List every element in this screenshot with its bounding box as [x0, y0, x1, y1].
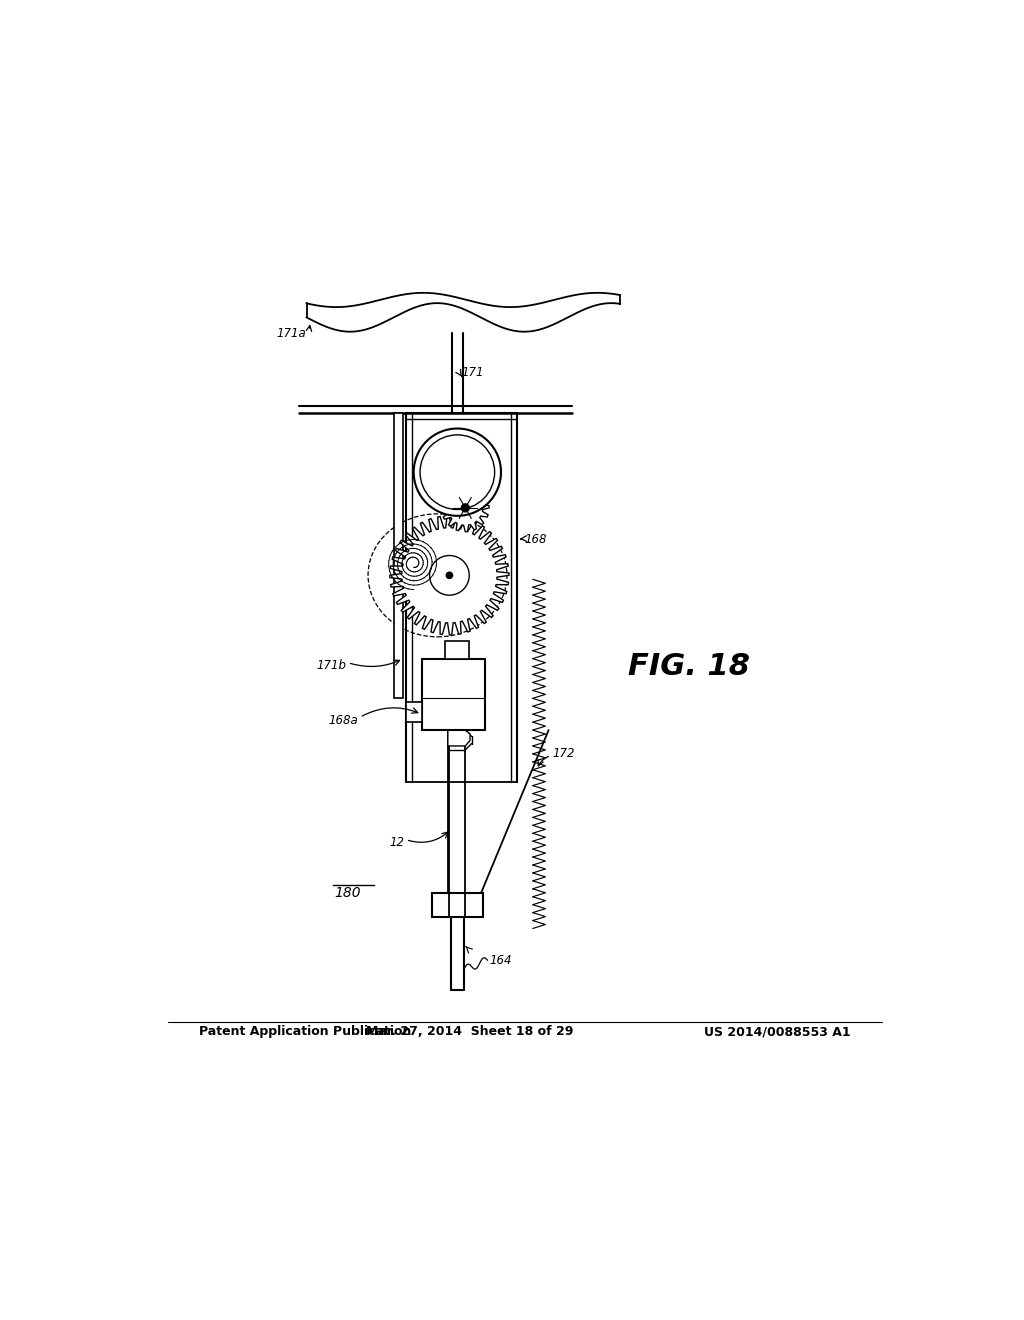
FancyBboxPatch shape: [422, 659, 485, 730]
Text: Patent Application Publication: Patent Application Publication: [200, 1026, 412, 1038]
Circle shape: [420, 434, 495, 510]
Text: 168a: 168a: [329, 714, 358, 727]
Text: 172: 172: [553, 747, 575, 760]
FancyBboxPatch shape: [406, 702, 422, 722]
Polygon shape: [390, 516, 509, 635]
Text: 164: 164: [489, 954, 512, 966]
Text: 171b: 171b: [316, 659, 346, 672]
Text: 180: 180: [334, 886, 361, 900]
FancyBboxPatch shape: [432, 892, 482, 916]
Text: 171: 171: [461, 367, 483, 379]
Text: Mar. 27, 2014  Sheet 18 of 29: Mar. 27, 2014 Sheet 18 of 29: [366, 1026, 573, 1038]
Text: 168: 168: [524, 533, 547, 546]
Text: FIG. 18: FIG. 18: [628, 652, 750, 681]
Text: 171a: 171a: [276, 327, 306, 339]
FancyBboxPatch shape: [445, 642, 469, 659]
Circle shape: [446, 572, 453, 578]
Text: 12: 12: [389, 837, 404, 849]
Polygon shape: [441, 484, 489, 532]
Circle shape: [414, 429, 501, 516]
FancyBboxPatch shape: [394, 413, 403, 698]
Circle shape: [430, 556, 469, 595]
Circle shape: [461, 504, 469, 512]
Polygon shape: [447, 730, 470, 746]
Text: US 2014/0088553 A1: US 2014/0088553 A1: [703, 1026, 850, 1038]
